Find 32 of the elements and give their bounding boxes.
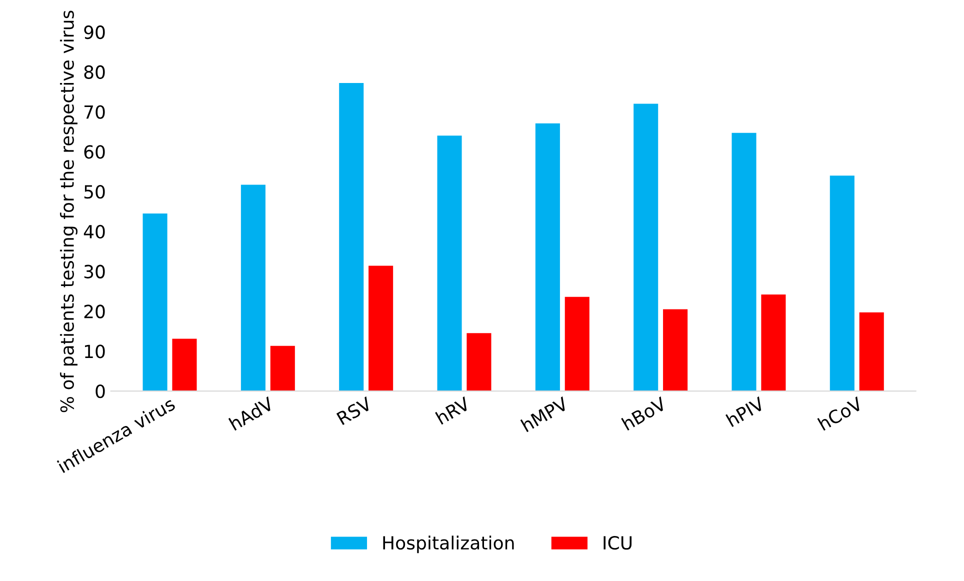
bar (172, 338, 197, 392)
bar (859, 312, 884, 392)
bar (240, 184, 266, 392)
bar (368, 266, 394, 392)
bar (142, 213, 168, 392)
y-tick-label: 40 (84, 224, 105, 239)
y-axis-title: % of patients testing for the respective virus (60, 10, 78, 412)
bar (761, 294, 786, 392)
legend-label: ICU (604, 536, 632, 550)
bar (830, 176, 854, 392)
x-tick-label: hPIV (726, 396, 766, 427)
y-tick-label: 10 (85, 344, 105, 358)
bar (634, 104, 658, 392)
x-tick-label: hRV (435, 396, 471, 425)
legend-label: Hospitalization (383, 536, 514, 554)
bar (437, 136, 462, 392)
bar (466, 333, 492, 392)
y-tick-label: 80 (84, 65, 105, 79)
y-tick-label: 50 (84, 184, 105, 199)
bar (270, 346, 295, 392)
y-tick-label: 30 (84, 264, 105, 278)
y-tick-label: 60 (84, 145, 105, 159)
x-tick-label: RSV (336, 396, 373, 426)
y-tick-label: 70 (84, 105, 105, 119)
y-tick-label: 90 (84, 25, 105, 40)
bar (535, 123, 560, 392)
bar (663, 309, 688, 392)
bar (339, 83, 364, 392)
y-tick-label: 0 (96, 384, 105, 398)
y-tick-label: 20 (84, 304, 105, 318)
bar (732, 132, 756, 392)
bar (564, 296, 590, 392)
